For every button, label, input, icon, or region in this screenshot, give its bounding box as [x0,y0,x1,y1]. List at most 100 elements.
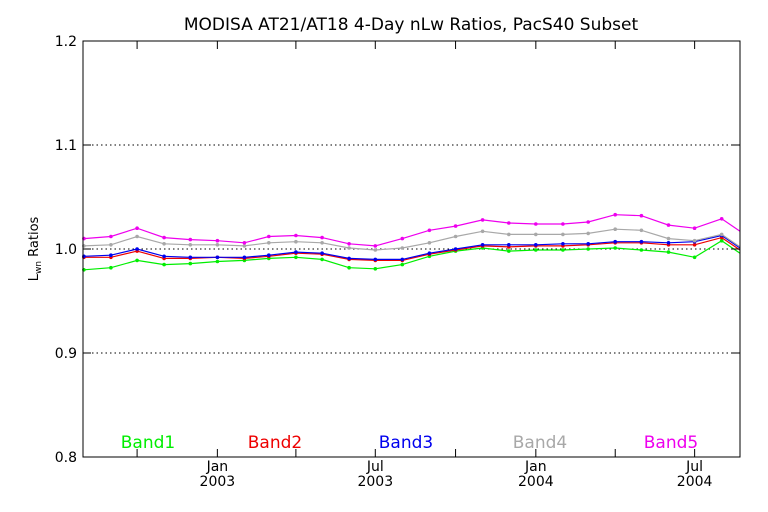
data-point-band5 [719,217,724,221]
data-point-band5 [507,221,511,225]
data-point-band3 [480,243,485,247]
legend-item-band1: Band1 [121,433,175,453]
data-point-band2 [692,243,697,247]
data-point-band4 [188,243,193,247]
data-point-band5 [400,236,405,241]
y-tick-label: 1.2 [55,34,77,50]
y-axis-label-subscript: wn [34,261,44,274]
data-point-band1 [135,258,139,263]
y-tick-label: 0.8 [55,450,77,466]
y-axis-label: Lwn Ratios [27,216,44,281]
data-point-band5 [320,235,324,240]
data-point-band3 [320,251,324,255]
legend-item-band2: Band2 [248,433,302,453]
data-point-band3 [561,242,565,246]
series-line-band4 [83,228,741,251]
data-point-band4 [267,241,271,245]
data-point-band3 [109,253,113,257]
data-point-band4 [242,244,247,248]
data-point-band5 [347,242,351,246]
data-point-band5 [135,226,139,230]
data-point-band1 [373,267,378,271]
data-point-band4 [613,227,617,231]
data-point-band3 [267,253,271,257]
data-point-band1 [692,255,697,260]
data-point-band1 [639,248,644,252]
data-point-band1 [320,257,324,262]
series-line-band3 [83,234,741,260]
x-tick-month-label: Jan [524,459,547,475]
y-axis-label-suffix: Ratios [27,216,42,261]
data-point-band4 [162,242,166,246]
data-point-band1 [561,248,565,252]
legend: Band1 Band2 Band3 Band4 Band5 [121,433,698,453]
data-point-band1 [294,255,298,260]
data-point-band5 [453,224,458,228]
data-point-band4 [639,228,644,233]
data-point-band4 [534,232,538,237]
series-line-band2 [83,236,741,261]
y-tick-label: 0.9 [55,346,77,362]
data-point-band3 [400,257,405,262]
data-point-band3 [586,242,590,246]
data-point-band4 [666,236,671,241]
data-point-band3 [347,256,351,261]
y-tick-label: 1.1 [55,138,77,154]
data-point-band3 [534,243,538,247]
data-point-band3 [373,257,378,262]
data-point-band1 [188,261,193,266]
data-point-band4 [109,243,113,247]
gridlines [83,144,740,354]
y-axis: 0.8 0.9 1.0 1.1 1.2 [55,34,740,466]
data-point-band3 [639,239,644,244]
data-point-band5 [613,212,617,217]
data-point-band4 [347,246,351,250]
data-point-band1 [109,265,113,270]
legend-item-band5: Band5 [644,433,698,453]
data-point-band4 [561,232,565,237]
data-point-band1 [400,262,405,267]
data-point-band3 [507,243,511,247]
data-point-band1 [347,265,351,270]
data-point-band5 [294,233,298,238]
data-point-band5 [215,238,220,243]
data-point-band4 [294,239,298,244]
data-point-band3 [215,255,220,260]
x-tick-year-label: 2003 [357,474,393,490]
data-point-band5 [480,218,485,222]
legend-item-band4: Band4 [513,433,567,453]
data-point-band5 [162,235,166,240]
data-point-band4 [719,232,724,237]
data-point-band3 [666,241,671,245]
data-point-band1 [162,262,166,267]
series-group [82,212,741,272]
data-point-band5 [109,234,113,239]
data-point-band3 [135,247,139,251]
data-point-band3 [242,255,247,260]
x-tick-year-label: 2004 [518,474,554,490]
legend-item-band3: Band3 [379,433,433,453]
data-point-band5 [427,228,432,233]
y-tick-label: 1.0 [55,242,77,258]
x-tick-year-label: 2004 [677,474,713,490]
chart-title: MODISA AT21/AT18 4-Day nLw Ratios, PacS4… [184,15,639,35]
data-point-band1 [215,259,220,264]
data-point-band4 [215,243,220,247]
data-point-band4 [507,232,511,237]
data-point-band4 [427,241,432,245]
data-point-band4 [586,231,590,236]
data-point-band4 [453,234,458,239]
data-point-band4 [400,246,405,250]
data-point-band1 [719,238,724,243]
data-point-band5 [242,241,247,245]
data-point-band1 [507,249,511,253]
data-point-band3 [453,247,458,251]
data-point-band5 [373,244,378,248]
data-point-band4 [692,238,697,243]
data-point-band3 [613,239,617,244]
data-point-band3 [427,251,432,255]
data-point-band4 [320,241,324,245]
series-line-band5 [83,214,741,247]
